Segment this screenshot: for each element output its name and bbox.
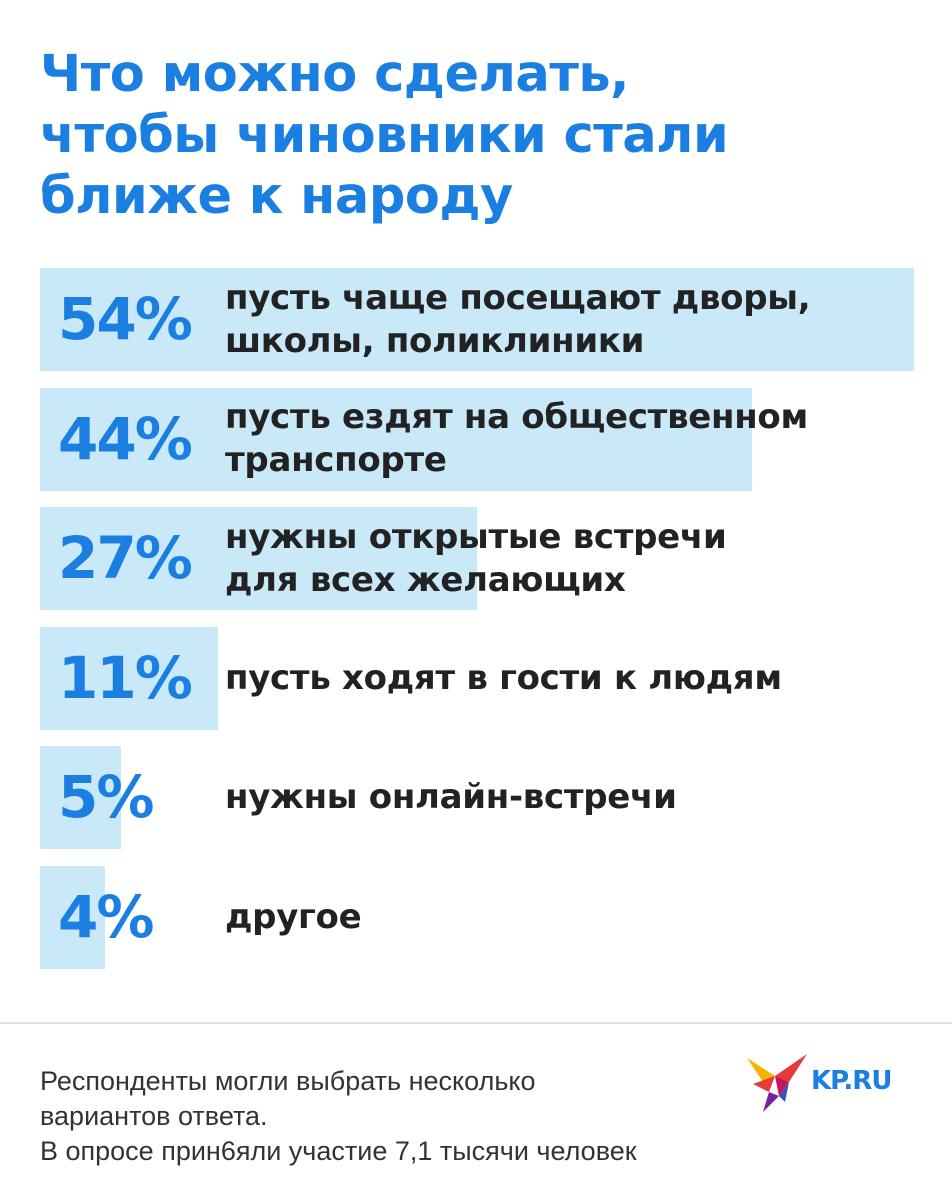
bar-category-label-line: транспорте <box>225 440 447 480</box>
bar-value-label: 44% <box>58 404 193 473</box>
bar-category-label: нужны онлайн-встречи <box>225 746 905 849</box>
bar-category-label-line: нужны онлайн-встречи <box>225 777 677 817</box>
bar-category-label-line: пусть ездят на общественном <box>225 397 808 437</box>
bar-category-label-line: для всех желающих <box>225 559 626 600</box>
logo-text: KP.RU <box>811 1066 892 1096</box>
bar-value-label: 54% <box>58 285 193 353</box>
bar-value-label: 5% <box>58 763 154 831</box>
footnote-line: В опросе прин6яли участие 7,1 тысячи чел… <box>40 1136 637 1166</box>
bar-category-label-line: пусть ходят в гости к людям <box>225 657 782 698</box>
chart-row: 27% нужны открытые встречи для всех желающ… <box>40 507 914 610</box>
bar-category-label-line: школы, поликлиники <box>225 320 645 361</box>
bar-category-label: пусть чаще посещают дворы, школы, поликли… <box>225 268 905 371</box>
bar-value-label: 4% <box>58 882 154 951</box>
chart-row: 5% нужны онлайн-встречи <box>40 746 914 849</box>
chart-row: 4% другое <box>40 865 914 969</box>
divider <box>0 1022 952 1024</box>
footnote: Респонденты могли выбрать несколько вари… <box>40 1064 740 1169</box>
kp-bird-logo-icon <box>747 1054 807 1112</box>
bar-category-label: пусть ходят в гости к людям <box>225 627 905 730</box>
chart-row: 11% пусть ходят в гости к людям <box>40 626 914 730</box>
chart-bar <box>40 268 914 371</box>
chart-title-line: чтобы чиновники стали <box>40 106 729 165</box>
chart-bar <box>40 626 218 730</box>
kp-logo: KP.RU <box>745 1052 925 1114</box>
bar-category-label: другое <box>225 866 905 969</box>
chart-title-line: Что можно сделать, <box>40 45 630 104</box>
chart-bar <box>40 865 105 969</box>
bar-value-label: 11% <box>58 643 193 712</box>
bar-category-label-line: пусть чаще посещают дворы, <box>225 277 811 318</box>
chart-row: 54% пусть чаще посещают дворы, школы, поли… <box>40 268 914 371</box>
chart-title-line: ближе к народу <box>40 167 513 226</box>
bar-category-label-line: другое <box>225 896 362 937</box>
bar-category-label-line: нужны открытые встречи <box>225 516 727 557</box>
bar-value-label: 27% <box>58 524 193 592</box>
bar-category-label: пусть ездят на общественном транспорте <box>225 388 905 491</box>
bar-chart: 54% пусть чаще посещают дворы, школы, поли… <box>40 268 914 969</box>
chart-title: Что можно сделать, чтобы чиновники стали… <box>40 44 920 227</box>
footnote-line: вариантов ответа. <box>40 1101 268 1131</box>
footnote-line: Респонденты могли выбрать несколько <box>40 1066 536 1096</box>
chart-row: 44% пусть ездят на общественном транспорте <box>40 387 914 491</box>
chart-bar <box>40 746 121 849</box>
chart-bar <box>40 507 477 610</box>
chart-bar <box>40 387 752 491</box>
bar-category-label: нужны открытые встречи для всех желающих <box>225 507 905 610</box>
